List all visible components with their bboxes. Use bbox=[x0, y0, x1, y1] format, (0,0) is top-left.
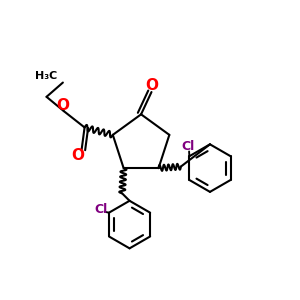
Text: O: O bbox=[146, 78, 159, 93]
Text: Cl: Cl bbox=[94, 203, 107, 216]
Text: Cl: Cl bbox=[181, 140, 194, 153]
Text: H₃C: H₃C bbox=[35, 71, 58, 81]
Text: O: O bbox=[56, 98, 69, 113]
Text: O: O bbox=[71, 148, 85, 163]
